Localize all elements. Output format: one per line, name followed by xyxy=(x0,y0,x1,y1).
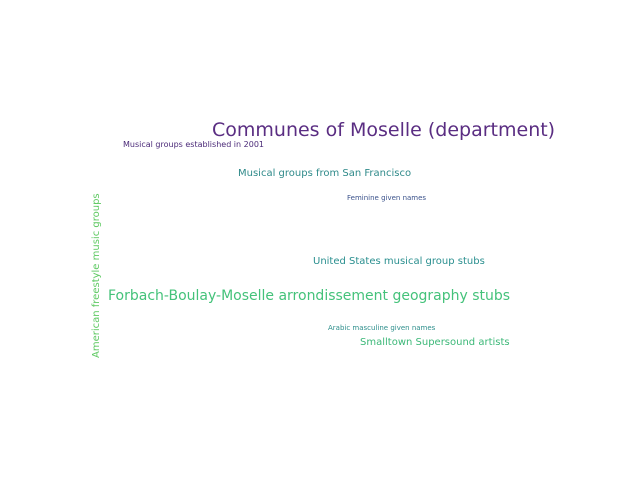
word-musical-groups-established-2001: Musical groups established in 2001 xyxy=(123,140,265,149)
word-american-freestyle-music-groups: American freestyle music groups xyxy=(91,193,102,358)
word-communes-of-moselle: Communes of Moselle (department) xyxy=(212,119,556,141)
word-smalltown-supersound-artists: Smalltown Supersound artists xyxy=(360,337,510,348)
word-forbach-boulay-moselle-stubs: Forbach-Boulay-Moselle arrondissement ge… xyxy=(108,288,511,304)
word-us-musical-group-stubs: United States musical group stubs xyxy=(313,256,485,267)
word-arabic-masculine-given-names: Arabic masculine given names xyxy=(328,324,436,332)
word-feminine-given-names: Feminine given names xyxy=(347,194,427,202)
word-musical-groups-san-francisco: Musical groups from San Francisco xyxy=(238,168,412,179)
